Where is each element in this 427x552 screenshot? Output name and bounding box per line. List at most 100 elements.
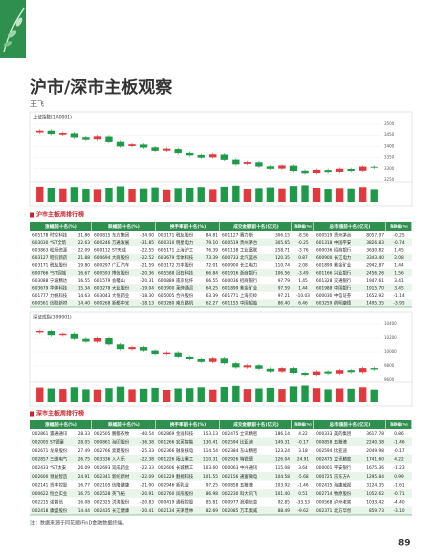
table-header: 总市值前十名(亿元) [330,223,371,230]
table-cell: 1.44 [298,286,308,292]
candle-body [209,358,217,362]
leaf [15,17,23,27]
volume-bar [359,387,367,402]
candle-body [47,331,55,336]
table-cell: 31.86 [78,232,91,238]
table-cell: 14.44 [78,508,91,514]
table-cell: 科大讯飞 [240,490,258,497]
candle-body [128,144,136,146]
candle-body [36,130,44,133]
table-cell: 002693 [94,465,111,471]
table-cell: 中兴通讯 [240,464,258,471]
table-cell: 鹏都农牧 [112,430,130,437]
table-cell: 0.99 [394,474,404,480]
table-cell: 002433 [32,465,49,471]
table-header: 涨跌幅(%) [390,422,408,427]
page-number: 89 [398,539,411,549]
table-header: 成交金额前十名(亿元) [233,223,279,230]
table-cell: 002926 [222,457,239,463]
table-cell: 002134 [158,508,175,514]
table-header-cell [314,420,386,429]
candle-body [105,136,113,142]
table-cell: 3.64 [298,465,308,471]
table-cell: 66.84 [206,270,219,276]
volume-bar [266,387,275,402]
table-cell: 新都中宝 [112,300,130,307]
candle-body [370,166,378,168]
table-cell: 1.56 [394,270,404,276]
table-cell: 紫金矿业 [334,262,352,269]
table-cell: 115.08 [275,465,290,471]
table-cell: 东方集团 [112,231,129,238]
table-cell: 153.13 [203,431,218,437]
table-cell: 000419 [158,500,175,506]
table-cell: 001229 [158,474,175,480]
table-cell: 72.01 [206,263,219,269]
table-cell: 2.08 [394,255,404,261]
table-cell: -22.52 [140,255,154,261]
table-cell: 002594 [222,439,239,445]
table-cell: -4.40 [393,500,404,506]
table-cell: 21.88 [78,255,91,261]
table-cell: 2942.87 [366,263,384,269]
table-cell: 会稽山 [112,277,125,284]
table-cell: 603679 [158,255,175,261]
table-cell: 交通银行 [334,277,352,284]
table-row [30,463,412,472]
table-cell: -40.54 [140,431,154,437]
table-cell: 002435 [94,508,111,514]
table-cell: 中信证券 [334,292,352,299]
table-cell: 002869 [158,431,175,437]
table-cell: 双成药业 [112,464,130,471]
leaf [3,41,13,47]
table-cell: 24.91 [297,457,310,463]
table-cell: 600036 [316,248,333,254]
candle-body [209,154,217,158]
table-cell: 002606 [158,465,175,471]
table-cell: 东山精密 [240,447,258,454]
table-cell: -0.71 [393,491,404,497]
table-cell: 14.63 [78,293,91,299]
author: 王飞 [30,100,44,108]
candle-body [105,338,113,345]
table-cell: 601771 [222,293,239,299]
table-cell: 长江电力 [334,254,351,261]
candle-body [289,165,298,172]
table-row [30,253,412,262]
table-cell: 博信股份 [112,269,130,276]
table-cell: 603280 [158,301,175,307]
table-header-cell [92,222,156,231]
y-tick-label: 9800 [384,363,395,368]
table-cell: 美的集团 [334,430,351,437]
candle-body [70,133,79,138]
volume-bar [232,185,240,202]
candle-body [335,370,344,374]
volume-bar [162,390,171,402]
table-cell: -36.38 [140,439,154,445]
table-header-cell [386,420,412,429]
volume-bar [289,386,298,402]
table-cell: 002230 [222,491,239,497]
table-cell: 松炀资源 [50,247,68,254]
candle-body [255,162,263,167]
volume-bar [139,388,148,402]
table-cell: 万丰股份 [176,262,194,269]
table-cell: -10.03 [296,293,310,299]
y-tick-label: 9600 [384,377,395,382]
table-cell: 001266 [158,439,175,445]
table-cell: 002085 [222,508,239,514]
table-cell: 002766 [94,448,111,454]
candle-body [243,365,252,368]
table-row [30,246,412,254]
volume-bar [266,187,275,202]
volume-bar [151,387,159,402]
table-cell: 603863 [32,248,49,254]
table-cell: 索菱股份 [112,447,130,454]
table-cell: 001226 [158,457,175,463]
table-cell: 101.55 [203,474,218,480]
table-cell: -22.33 [140,465,154,471]
table-cell: 洪涛股份 [112,499,130,506]
table-row [30,299,412,307]
table-cell: 2049.98 [366,448,384,454]
table-cell: 600030 [316,293,333,299]
